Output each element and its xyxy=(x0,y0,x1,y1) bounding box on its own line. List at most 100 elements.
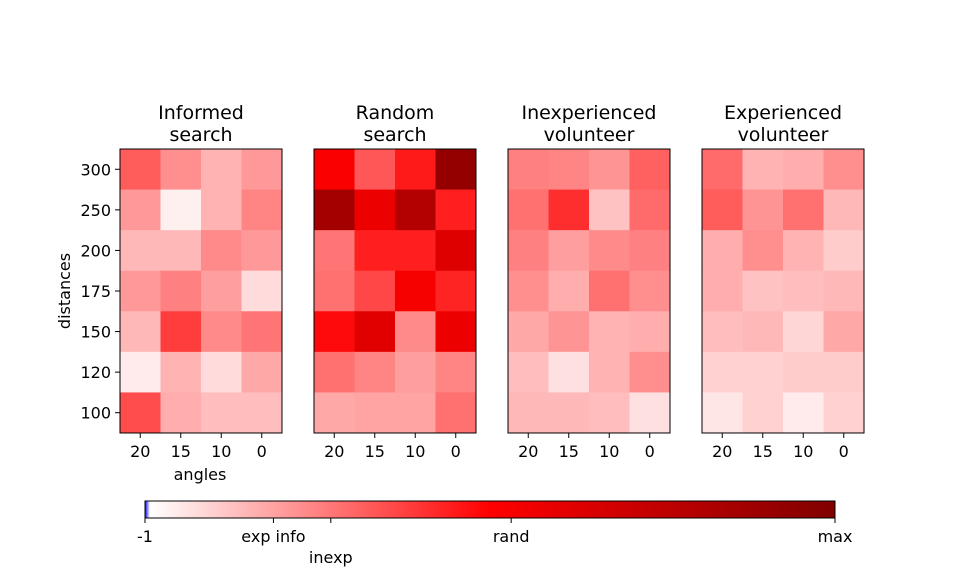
y-tick-label: 300 xyxy=(80,160,111,179)
panel-title-line1: Informed xyxy=(158,102,244,124)
x-tick-label: 20 xyxy=(130,442,150,461)
colorbar-tick-label: rand xyxy=(493,527,530,546)
heatmap-cell xyxy=(629,392,671,434)
x-tick-label: 15 xyxy=(365,442,385,461)
heatmap-cell xyxy=(314,351,355,393)
heatmap-cell xyxy=(201,392,242,434)
heatmap-cell xyxy=(702,311,743,353)
x-tick-label: 15 xyxy=(171,442,191,461)
heatmap-cell xyxy=(314,230,355,272)
panel-title-line1: Experienced xyxy=(724,102,842,124)
heatmap-cell xyxy=(120,270,161,312)
heatmap-cell xyxy=(395,351,436,393)
colorbar-tick-label: -1 xyxy=(137,527,153,546)
heatmap-cell xyxy=(783,149,824,191)
heatmap-cell xyxy=(435,189,477,231)
heatmap-cell xyxy=(201,351,242,393)
heatmap-cell xyxy=(589,270,630,312)
y-tick-label: 250 xyxy=(80,201,111,220)
colorbar-gradient xyxy=(144,500,836,519)
heatmap-cell xyxy=(241,392,283,434)
x-tick-label: 0 xyxy=(645,442,655,461)
heatmap-cell xyxy=(395,392,436,434)
heatmap-cell xyxy=(314,270,355,312)
x-tick-label: 10 xyxy=(405,442,425,461)
heatmap-cell xyxy=(702,230,743,272)
colorbar-tick-label: inexp xyxy=(309,548,353,567)
panel-frame xyxy=(701,148,865,434)
heatmap-cell xyxy=(783,270,824,312)
heatmap-cell xyxy=(742,270,784,312)
heatmap-cell xyxy=(589,392,630,434)
heatmap-cell xyxy=(120,351,161,393)
heatmap-cell xyxy=(548,189,590,231)
heatmap-cell xyxy=(508,392,549,434)
heatmap-cell xyxy=(241,351,283,393)
heatmap-cell xyxy=(548,230,590,272)
heatmap-cell xyxy=(120,311,161,353)
heatmap-cell xyxy=(629,189,671,231)
heatmap-cell xyxy=(589,230,630,272)
heatmap-cell xyxy=(823,149,865,191)
heatmap-cell xyxy=(354,230,396,272)
panel-title-line2: search xyxy=(169,124,232,146)
heatmap-cell xyxy=(823,270,865,312)
heatmap-cell xyxy=(548,149,590,191)
heatmap-cell xyxy=(702,351,743,393)
heatmap-cell xyxy=(435,351,477,393)
heatmap-cell xyxy=(314,392,355,434)
heatmap-cell xyxy=(629,270,671,312)
heatmap-cell xyxy=(354,270,396,312)
heatmap-cell xyxy=(742,311,784,353)
y-tick-label: 200 xyxy=(80,241,111,260)
heatmap-cell xyxy=(783,311,824,353)
heatmap-cell xyxy=(354,149,396,191)
heatmap-cell xyxy=(160,230,202,272)
x-tick-label: 10 xyxy=(599,442,619,461)
heatmap-cell xyxy=(508,351,549,393)
y-tick-label: 150 xyxy=(80,323,111,342)
heatmap-cell xyxy=(435,149,477,191)
x-tick-label: 20 xyxy=(712,442,732,461)
heatmap-cell xyxy=(314,311,355,353)
heatmap-cell xyxy=(508,149,549,191)
heatmap-cell xyxy=(201,189,242,231)
heatmap-cell xyxy=(823,351,865,393)
heatmap-cell xyxy=(589,149,630,191)
heatmap-cell xyxy=(823,392,865,434)
heatmap-cell xyxy=(629,311,671,353)
x-tick-label: 15 xyxy=(753,442,773,461)
panel-title-line2: volunteer xyxy=(738,124,829,146)
heatmap-cell xyxy=(548,351,590,393)
x-tick-label: 0 xyxy=(257,442,267,461)
heatmap-cell xyxy=(783,351,824,393)
heatmap-cell xyxy=(395,189,436,231)
heatmap-cell xyxy=(201,270,242,312)
heatmap-cell xyxy=(742,392,784,434)
heatmap-cell xyxy=(354,189,396,231)
heatmap-cell xyxy=(742,230,784,272)
heatmap-cell xyxy=(548,311,590,353)
heatmap-cell xyxy=(783,230,824,272)
heatmap-cell xyxy=(589,189,630,231)
colorbar-tick-label: exp info xyxy=(241,527,305,546)
heatmap-cell xyxy=(120,392,161,434)
x-tick-label: 10 xyxy=(793,442,813,461)
panel-title-line2: search xyxy=(363,124,426,146)
heatmap-cell xyxy=(120,189,161,231)
heatmap-cell xyxy=(395,149,436,191)
colorbar-tick-label: max xyxy=(818,527,853,546)
heatmap-cell xyxy=(160,392,202,434)
panel-title-line1: Inexperienced xyxy=(521,102,656,124)
heatmap-cell xyxy=(435,230,477,272)
y-tick-label: 120 xyxy=(80,363,111,382)
y-axis-label: distances xyxy=(55,253,74,329)
x-tick-label: 10 xyxy=(211,442,231,461)
heatmap-cell xyxy=(508,311,549,353)
